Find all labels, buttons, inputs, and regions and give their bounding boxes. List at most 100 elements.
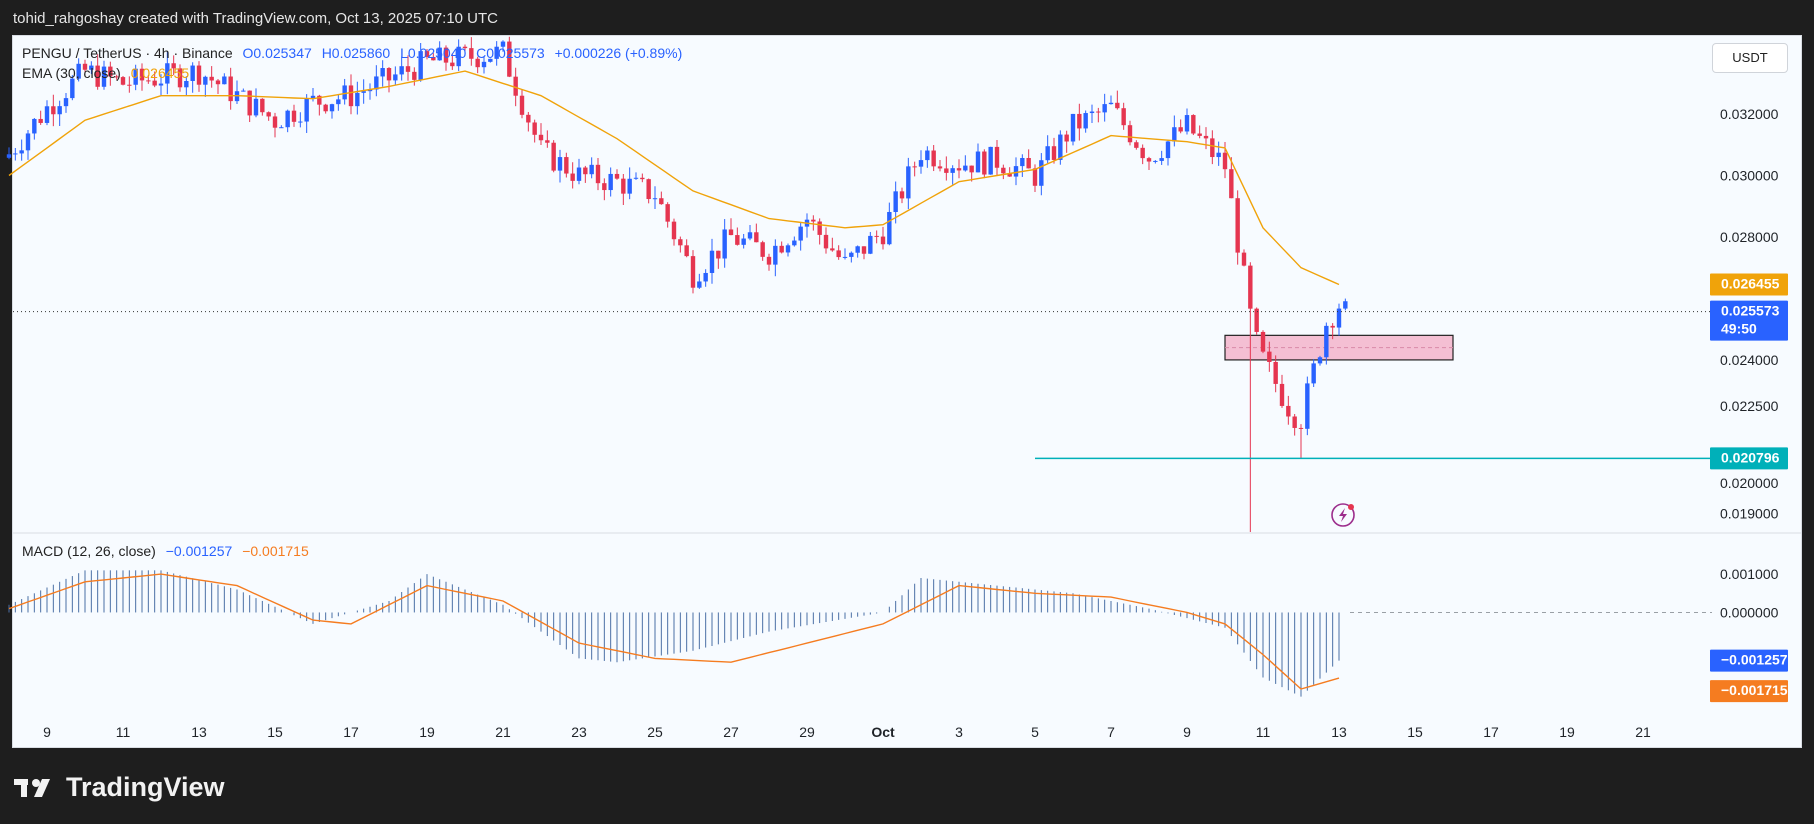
- candle-body: [627, 178, 632, 194]
- macd-label[interactable]: MACD (12, 26, close): [22, 543, 156, 559]
- x-tick-label: 25: [647, 724, 663, 740]
- candle-body: [222, 76, 227, 85]
- x-tick-label: 19: [419, 724, 435, 740]
- candle-body: [937, 166, 943, 169]
- candle-body: [532, 122, 537, 135]
- candle-body: [127, 84, 132, 86]
- candle-body: [298, 121, 303, 123]
- candle-body: [1096, 111, 1101, 113]
- candle-body: [570, 173, 575, 181]
- candle-body: [823, 234, 829, 249]
- ema-label[interactable]: EMA (30, close): [22, 65, 121, 81]
- candle-body: [323, 104, 328, 112]
- x-tick-label: 21: [495, 724, 511, 740]
- candle-body: [241, 90, 246, 92]
- chart-credit: tohid_rahgoshay created with TradingView…: [13, 10, 499, 27]
- candle-body: [887, 211, 892, 245]
- x-tick-label: 15: [267, 724, 283, 740]
- price-tick-label: 0.022500: [1720, 398, 1779, 414]
- macd-value-badge: −0.001257: [1710, 649, 1788, 672]
- price-tick-label: 0.032000: [1720, 106, 1779, 122]
- candle-body: [925, 150, 930, 161]
- macd-pane: [8, 570, 1712, 697]
- chart-frame[interactable]: [12, 35, 1802, 748]
- last-price-badge: 0.025573 49:50: [1710, 300, 1788, 341]
- candle-body: [583, 167, 588, 175]
- candle-body: [6, 154, 12, 158]
- symbol-name[interactable]: PENGU / TetherUS · 4h · Binance: [22, 45, 233, 61]
- candle-body: [1153, 160, 1158, 162]
- x-tick-label: 11: [116, 724, 131, 740]
- price-tick-label: 0.019000: [1720, 506, 1779, 522]
- candle-body: [494, 46, 499, 59]
- candle-body: [70, 78, 75, 99]
- candle-body: [1203, 135, 1209, 139]
- flash-icon: [1331, 503, 1355, 527]
- candle-body: [1172, 127, 1177, 142]
- x-tick-label: 13: [1331, 724, 1347, 740]
- candle-body: [108, 66, 113, 77]
- candle-body: [329, 104, 335, 112]
- candle-body: [1083, 113, 1088, 129]
- last-price-badge-text: 0.025573: [1721, 303, 1780, 319]
- candle-body: [342, 85, 347, 100]
- candle-body: [133, 68, 138, 85]
- candle-body: [1324, 325, 1329, 358]
- candle-body: [1178, 127, 1183, 132]
- candle-body: [361, 91, 366, 93]
- candle-body: [1058, 134, 1063, 160]
- candle-body: [209, 76, 214, 81]
- candle-body: [830, 248, 835, 251]
- candle-body: [1210, 138, 1215, 158]
- candle-body: [38, 118, 43, 123]
- candle-body: [646, 179, 651, 200]
- candle-body: [519, 95, 525, 115]
- candle-body: [1140, 147, 1145, 159]
- candle-body: [500, 41, 506, 47]
- candle-body: [1305, 383, 1310, 429]
- candle-body: [633, 177, 639, 179]
- candle-body: [678, 239, 683, 246]
- candle-body: [76, 63, 81, 79]
- candle-body: [1077, 113, 1082, 129]
- candle-body: [564, 157, 569, 174]
- currency-button[interactable]: USDT: [1712, 43, 1788, 73]
- candle-body: [374, 76, 379, 90]
- candle-body: [918, 160, 924, 167]
- candle-body: [1273, 361, 1278, 384]
- signal-value-badge-text: −0.001715: [1721, 682, 1788, 698]
- candle-body: [158, 83, 164, 86]
- signal-value-badge-bg: [1710, 680, 1788, 703]
- candle-body: [1292, 416, 1297, 428]
- candle-body: [1134, 142, 1139, 148]
- candle-body: [1165, 141, 1171, 159]
- candle-body: [1102, 104, 1107, 113]
- candle-body: [215, 80, 221, 85]
- candle-body: [32, 118, 37, 134]
- candle-body: [57, 106, 62, 115]
- ema-price-badge-bg: [1710, 273, 1788, 296]
- alert-dot-icon: [1348, 504, 1354, 510]
- macd-value-badge-bg: [1710, 649, 1788, 672]
- candle-body: [779, 245, 784, 253]
- candle-body: [735, 235, 740, 245]
- candle-body: [621, 178, 626, 194]
- price-tick-label: 0.028000: [1720, 229, 1779, 245]
- brand-name: TradingView: [66, 772, 225, 802]
- open-value: O0.025347: [242, 45, 312, 61]
- x-tick-label: 11: [1256, 724, 1271, 740]
- candle-body: [861, 246, 867, 254]
- candle-body: [994, 146, 1000, 168]
- candle-body: [1222, 152, 1228, 170]
- x-tick-label: 23: [571, 724, 587, 740]
- candle-body: [13, 153, 18, 155]
- support-price-badge-bg: [1710, 447, 1788, 470]
- candle-body: [690, 256, 696, 288]
- candle-body: [114, 76, 119, 78]
- candle-body: [1146, 158, 1152, 162]
- signal-line: [8, 573, 1340, 690]
- candle-body: [950, 168, 955, 173]
- tradingview-logo[interactable]: TradingView: [14, 772, 225, 803]
- candle-body: [228, 76, 233, 102]
